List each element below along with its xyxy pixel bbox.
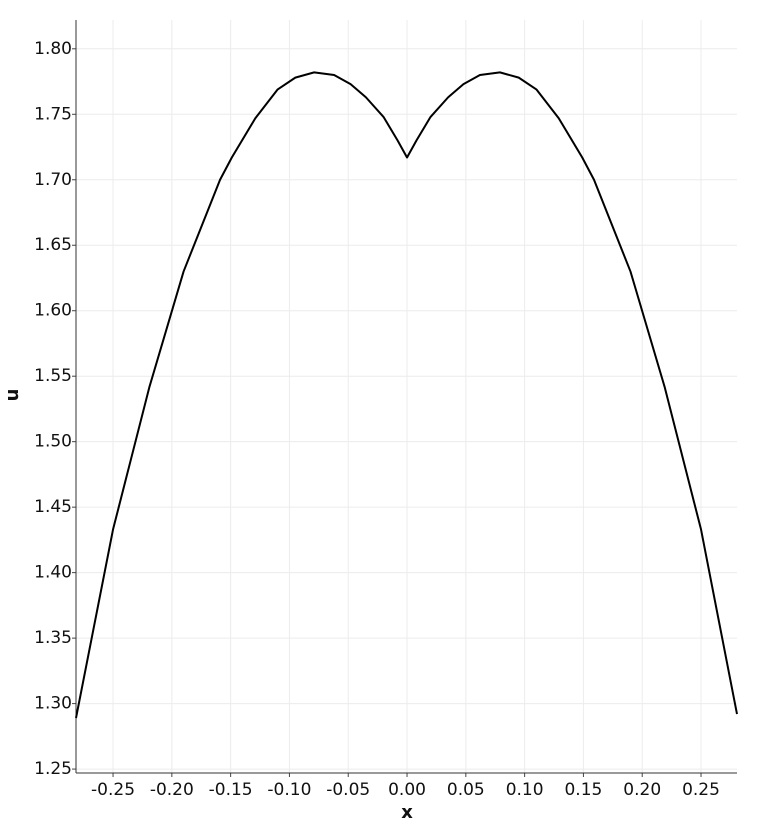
x-tick-label: 0.05 — [447, 780, 485, 800]
y-tick-label: 1.25 — [34, 759, 72, 779]
y-tick-label: 1.55 — [34, 366, 72, 386]
y-tick-label: 1.30 — [34, 694, 72, 714]
y-tick-label: 1.65 — [34, 235, 72, 255]
y-tick-label: 1.45 — [34, 497, 72, 517]
y-tick-label: 1.40 — [34, 563, 72, 583]
data-line — [75, 71, 738, 719]
x-tick-label: -0.05 — [326, 780, 370, 800]
x-axis-label: x — [401, 802, 413, 823]
x-tick-label: -0.10 — [267, 780, 311, 800]
y-tick-label: 1.50 — [34, 432, 72, 452]
y-tick-label: 1.60 — [34, 301, 72, 321]
x-tick-label: 0.10 — [506, 780, 544, 800]
x-tick-label: -0.15 — [209, 780, 253, 800]
x-tick-label: 0.00 — [388, 780, 426, 800]
y-axis-label: u — [2, 389, 23, 402]
x-tick-label: 0.15 — [564, 780, 602, 800]
x-tick-label: -0.20 — [150, 780, 194, 800]
x-tick-label: -0.25 — [91, 780, 135, 800]
x-tick-label: 0.25 — [682, 780, 720, 800]
y-tick-label: 1.35 — [34, 628, 72, 648]
x-tick-label: 0.20 — [623, 780, 661, 800]
y-tick-label: 1.70 — [34, 170, 72, 190]
y-tick-label: 1.75 — [34, 104, 72, 124]
y-tick-label: 1.80 — [34, 39, 72, 59]
